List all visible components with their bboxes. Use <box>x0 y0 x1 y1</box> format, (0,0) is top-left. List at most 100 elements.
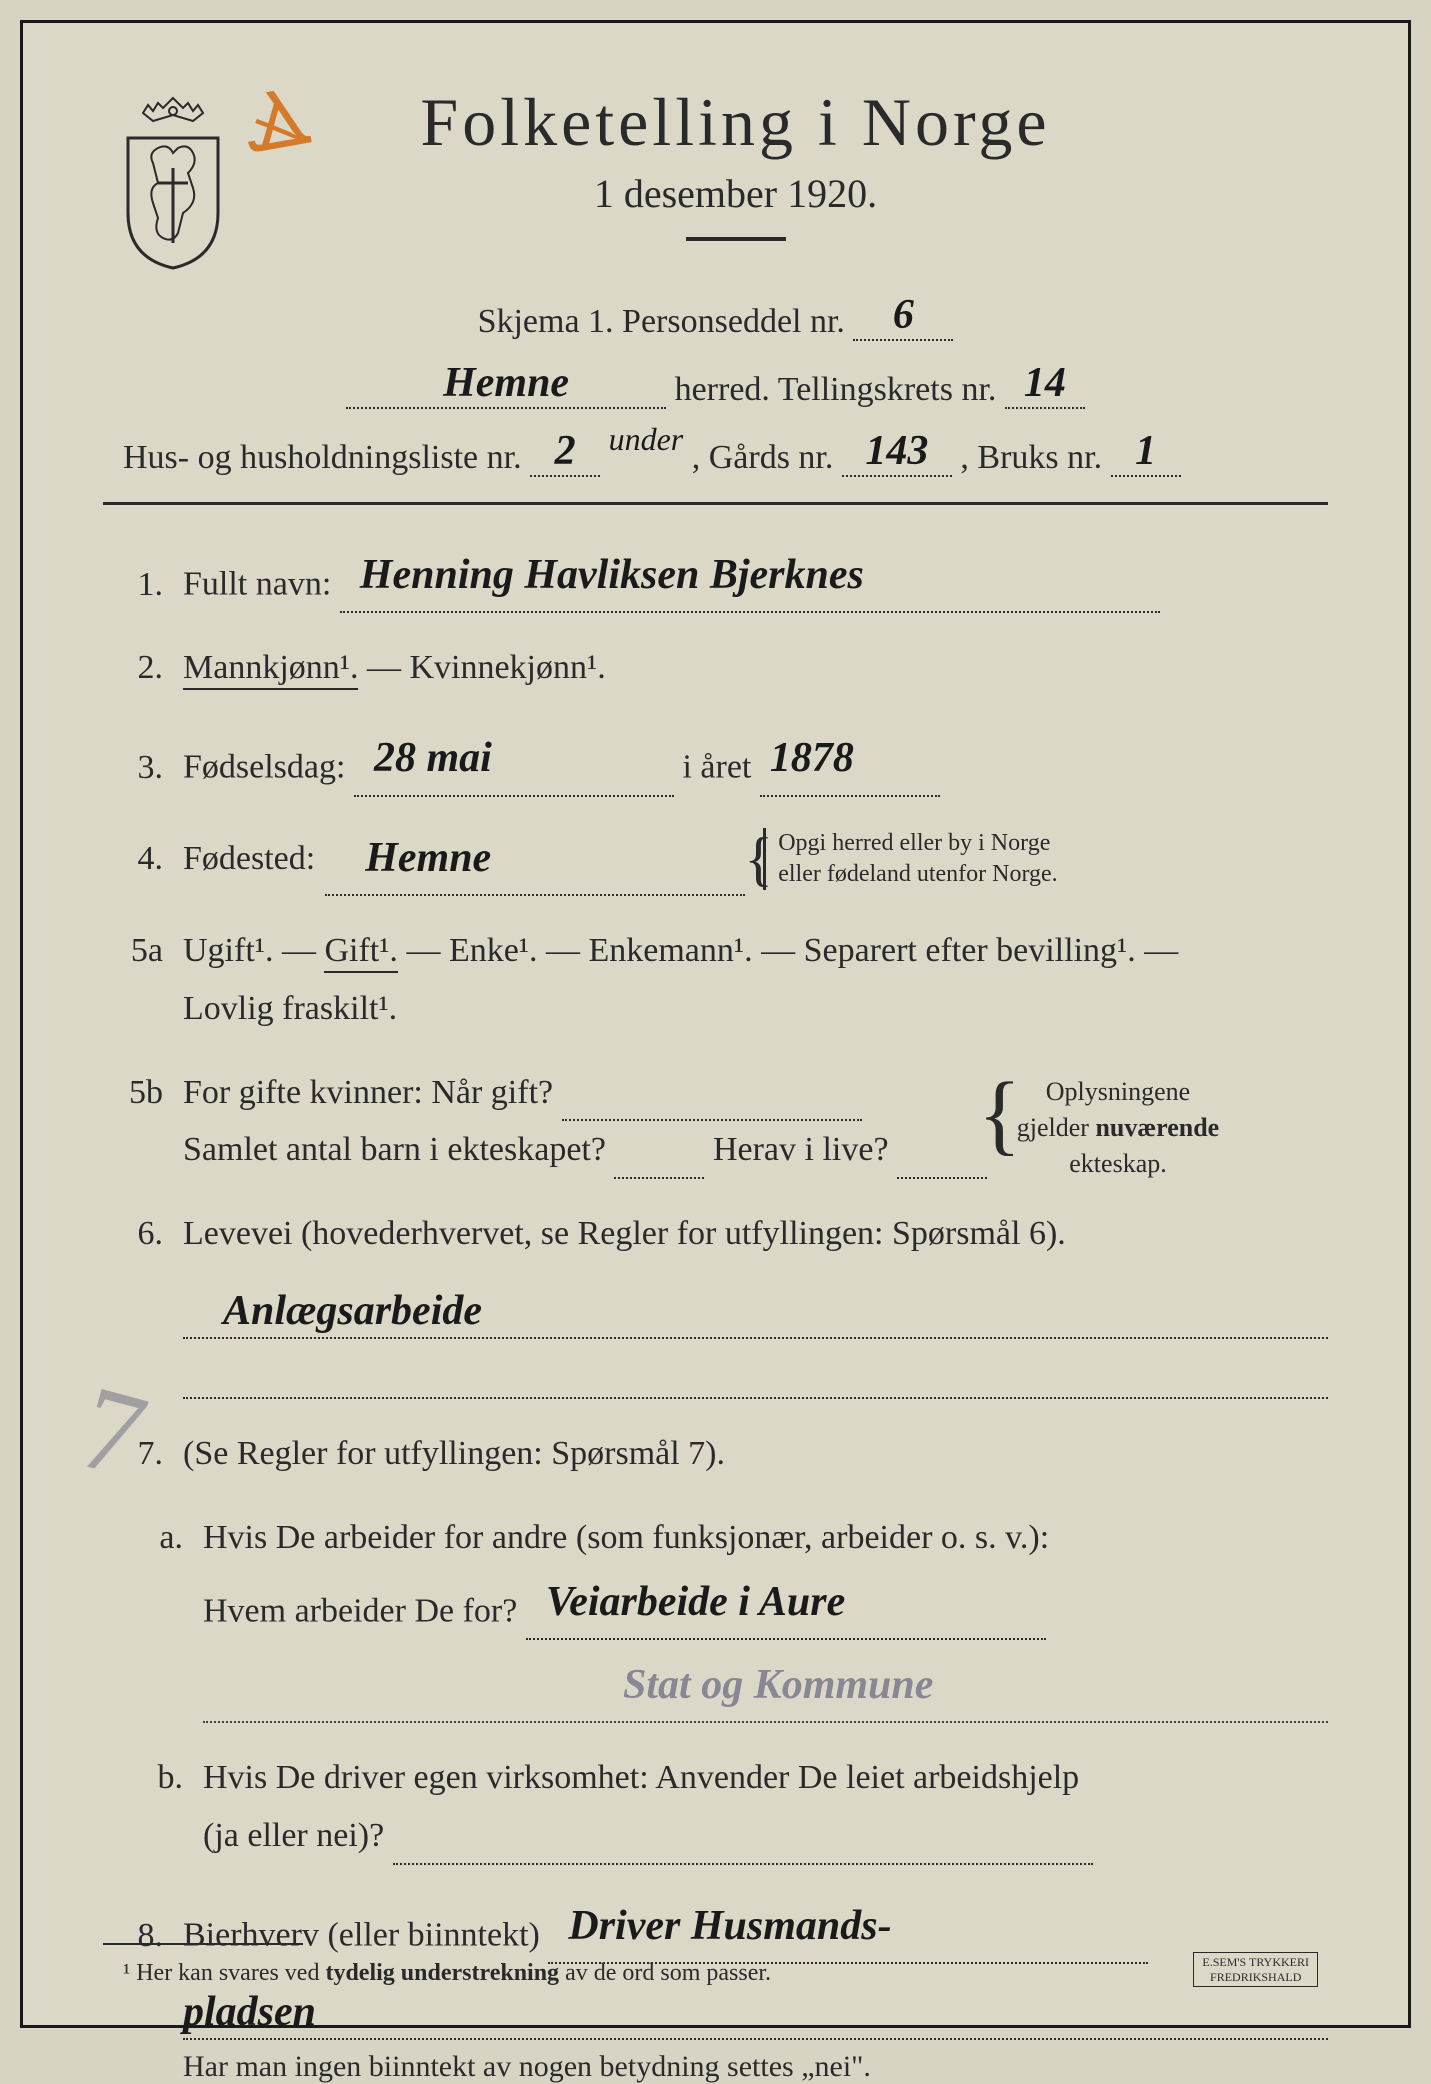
q4-instruction-note: Opgi herred eller by i Norge eller fødel… <box>763 828 1057 890</box>
q7b-number: b. <box>143 1749 183 1807</box>
q5b-number: 5b <box>103 1064 163 1122</box>
q2-mann-option-selected: Mannkjønn¹. <box>183 649 358 690</box>
meta-herred-line: Hemne herred. Tellingskrets nr. 14 <box>103 359 1328 409</box>
header-separator <box>103 502 1328 505</box>
q7a-number: a. <box>143 1509 183 1567</box>
q4-row: 4. Fødested: Hemne Opgi herred eller by … <box>103 823 1328 896</box>
q8-secondary-occupation-value-1: Driver Husmands- <box>548 1891 1148 1964</box>
husholdning-note: under <box>609 421 684 457</box>
q8-answer-line-2: pladsen <box>183 1990 1328 2040</box>
brace-icon: { <box>978 1074 1021 1155</box>
meta-husholdning-line: Hus- og husholdningsliste nr. 2 under , … <box>103 427 1328 477</box>
q7a-employer-value: Veiarbeide i Aure <box>526 1567 1046 1640</box>
q7b-answer-blank <box>393 1863 1093 1865</box>
q8-number: 8. <box>103 1907 163 1965</box>
footnote-rule <box>103 1943 303 1945</box>
q6-row: 6. Levevei (hovederhvervet, se Regler fo… <box>103 1205 1328 1263</box>
q6-answer-line-1: Anlægsarbeide <box>183 1289 1328 1339</box>
title-block: Folketelling i Norge 1 desember 1920. <box>283 83 1328 271</box>
printer-mark: E.SEM'S TRYKKERI FREDRIKSHALD <box>1193 1952 1318 1987</box>
q5b-note3: ekteskap. <box>1069 1149 1166 1178</box>
q5b-note2: gjelder nuværende <box>1017 1113 1219 1142</box>
q1-name-value: Henning Havliksen Bjerknes <box>340 540 1160 613</box>
meta-skjema-line: Skjema 1. Personseddel nr. 6 <box>103 291 1328 341</box>
q4-note-line1: Opgi herred eller by i Norge <box>778 830 1050 856</box>
q5b-label2: Samlet antal barn i ekteskapet? <box>183 1131 606 1168</box>
subtitle-date: 1 desember 1920. <box>283 170 1188 217</box>
herred-value: Hemne <box>346 359 666 409</box>
q8-label: Bierhverv (eller biinntekt) <box>183 1917 540 1954</box>
q4-birthplace-value: Hemne <box>325 823 745 896</box>
q2-row: 2. Mannkjønn¹. — Kvinnekjønn¹. <box>103 639 1328 697</box>
q5a-dash-1: — <box>282 932 325 969</box>
q8-instruction: Har man ingen biinntekt av nogen betydni… <box>103 2050 1328 2084</box>
printer-line2: FREDRIKSHALD <box>1210 1970 1301 1984</box>
printer-line1: E.SEM'S TRYKKERI <box>1202 1955 1309 1969</box>
q2-kvinne-option: Kvinnekjønn¹. <box>409 649 605 686</box>
q6-occupation-value: Anlægsarbeide <box>223 1287 482 1335</box>
q2-number: 2. <box>103 639 163 697</box>
q7b-row: b. Hvis De driver egen virksomhet: Anven… <box>103 1749 1328 1865</box>
q5b-side-note: { Oplysningene gjelder nuværende ekteska… <box>1008 1074 1228 1183</box>
bruks-nr-value: 1 <box>1111 427 1181 477</box>
q5a-row: 5a Ugift¹. — Gift¹. — Enke¹. — Enkemann¹… <box>103 922 1328 1038</box>
q5a-enke-option: Enke¹. <box>449 932 538 969</box>
q3-row: 3. Fødselsdag: 28 mai i året 1878 <box>103 723 1328 796</box>
q3-label: Fødselsdag: <box>183 749 345 786</box>
q5a-separert-option: Separert efter bevilling¹. <box>804 932 1136 969</box>
q5b-children-alive-blank <box>897 1177 987 1179</box>
q5a-dash-5: — <box>1144 932 1178 969</box>
q5a-dash-2: — <box>406 932 449 969</box>
q7a-row: a. Hvis De arbeider for andre (som funks… <box>103 1509 1328 1724</box>
skjema-label: Skjema 1. Personseddel nr. <box>478 303 845 340</box>
personseddel-nr-value: 6 <box>853 291 953 341</box>
q8-row: 8. Bierhverv (eller biinntekt) Driver Hu… <box>103 1891 1328 1964</box>
q7a-text-line1: Hvis De arbeider for andre (som funksjon… <box>203 1519 1049 1556</box>
gards-nr-value: 143 <box>842 427 952 477</box>
q6-label: Levevei (hovederhvervet, se Regler for u… <box>183 1215 1066 1252</box>
main-title: Folketelling i Norge <box>283 83 1188 162</box>
husholdning-nr-value: 2 <box>530 427 600 477</box>
q7b-text-line2: (ja eller nei)? <box>203 1817 384 1854</box>
q3-number: 3. <box>103 739 163 797</box>
herred-label: herred. Tellingskrets nr. <box>675 371 997 408</box>
q7a-text-line2: Hvem arbeider De for? <box>203 1592 517 1629</box>
q5a-gift-option-selected: Gift¹. <box>324 932 397 973</box>
q4-number: 4. <box>103 830 163 888</box>
q4-note-line2: eller fødeland utenfor Norge. <box>778 861 1057 887</box>
bruks-label: , Bruks nr. <box>960 439 1102 476</box>
q7-label: (Se Regler for utfyllingen: Spørsmål 7). <box>183 1435 725 1472</box>
footnote: ¹ Her kan svares ved tydelig understrekn… <box>123 1960 771 1987</box>
q3-day-month-value: 28 mai <box>354 723 674 796</box>
q5b-gift-year-blank <box>562 1119 862 1121</box>
q7b-text-line1: Hvis De driver egen virksomhet: Anvender… <box>203 1759 1079 1796</box>
title-divider <box>686 237 786 241</box>
gards-label: , Gårds nr. <box>692 439 834 476</box>
q1-label: Fullt navn: <box>183 566 331 603</box>
footnote-marker: ¹ <box>123 1960 130 1986</box>
q5b-children-total-blank <box>614 1177 704 1179</box>
q6-number: 6. <box>103 1205 163 1263</box>
tellingskrets-nr-value: 14 <box>1005 359 1085 409</box>
q5b-note1: Oplysningene <box>1046 1077 1190 1106</box>
census-form-page: Ⳛ 7 Folketelling i Norge 1 desember 1920… <box>20 20 1411 2028</box>
q5a-dash-4: — <box>761 932 804 969</box>
q3-year-value: 1878 <box>760 723 940 796</box>
q8-secondary-occupation-value-2: pladsen <box>183 1988 316 2036</box>
q5b-label3: Herav i live? <box>713 1131 889 1168</box>
q5a-fraskilt-option: Lovlig fraskilt¹. <box>183 990 397 1027</box>
q5a-number: 5a <box>103 922 163 980</box>
q5a-dash-3: — <box>546 932 589 969</box>
q5b-label1: For gifte kvinner: Når gift? <box>183 1074 553 1111</box>
footnote-text: Her kan svares ved tydelig understreknin… <box>136 1960 771 1986</box>
q2-dash: — <box>367 649 410 686</box>
q3-year-label: i året <box>682 749 751 786</box>
q1-row: 1. Fullt navn: Henning Havliksen Bjerkne… <box>103 540 1328 613</box>
q4-label: Fødested: <box>183 830 315 888</box>
q7-row: 7. (Se Regler for utfyllingen: Spørsmål … <box>103 1425 1328 1483</box>
q6-answer-line-2 <box>183 1349 1328 1399</box>
q5a-ugift-option: Ugift¹. <box>183 932 273 969</box>
q7a-employer-value-line2: Stat og Kommune <box>203 1650 1328 1723</box>
q5a-enkemann-option: Enkemann¹. <box>589 932 753 969</box>
q1-number: 1. <box>103 556 163 614</box>
